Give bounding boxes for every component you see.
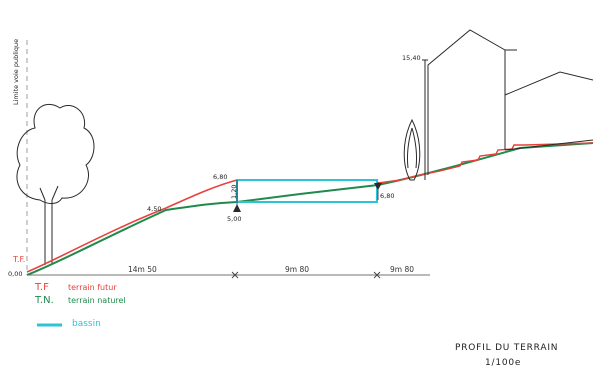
elev-basin-bottom: 5,00 bbox=[227, 215, 241, 223]
basin-bottom-marker bbox=[233, 204, 241, 212]
legend-tf-abbr: T.F bbox=[34, 282, 49, 293]
terrain-futur-steps bbox=[377, 142, 593, 184]
terrain-futur-line bbox=[26, 179, 238, 273]
legend-tf-text: terrain futur bbox=[68, 283, 117, 292]
drawing-title: PROFIL DU TERRAIN bbox=[455, 343, 558, 353]
side-label: Limite voie publique bbox=[12, 39, 20, 105]
elev-basin-right: 6,80 bbox=[380, 192, 394, 200]
basin-depth-label: 1,20 bbox=[230, 185, 238, 199]
building-illustration bbox=[422, 29, 593, 180]
tree-illustration bbox=[16, 103, 95, 265]
dimension-seg1: 14m 50 bbox=[128, 265, 157, 274]
elev-start: 0,00 bbox=[8, 270, 22, 278]
legend: T.F terrain futur T.N. terrain naturel b… bbox=[34, 282, 126, 329]
elev-basin-top: 6,80 bbox=[213, 173, 227, 181]
dimension-seg2: 9m 80 bbox=[285, 265, 309, 274]
legend-tn-abbr: T.N. bbox=[34, 295, 54, 306]
elev-mid: 4,50 bbox=[147, 205, 161, 213]
dimension-seg3: 9m 80 bbox=[390, 265, 414, 274]
legend-basin-text: bassin bbox=[72, 319, 101, 329]
terrain-naturel-line bbox=[26, 142, 593, 276]
drawing-scale: 1/100e bbox=[485, 358, 521, 368]
tf-mark: T.F. bbox=[12, 255, 25, 264]
cypress-illustration bbox=[403, 118, 421, 181]
dimension-ticks bbox=[231, 271, 381, 279]
legend-tn-text: terrain naturel bbox=[68, 296, 126, 305]
elev-building: 15,40 bbox=[402, 54, 421, 62]
